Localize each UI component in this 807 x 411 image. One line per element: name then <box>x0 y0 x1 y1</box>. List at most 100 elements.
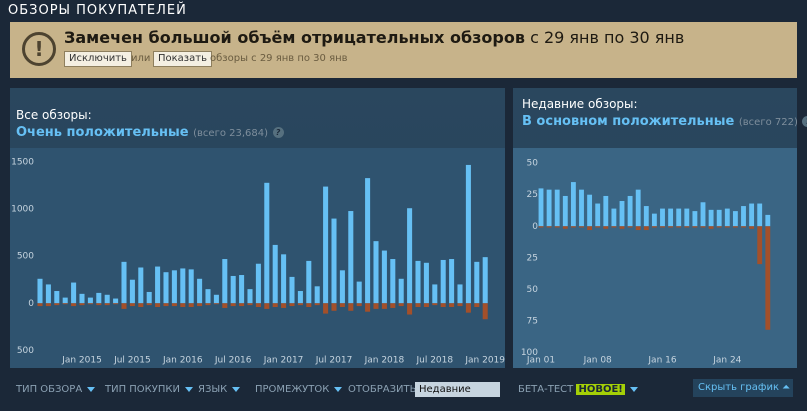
bar <box>255 263 261 304</box>
bar <box>272 244 278 304</box>
bar <box>247 289 253 304</box>
x-tick-label: Jan 2016 <box>162 356 203 366</box>
bar <box>138 267 144 304</box>
display-select[interactable]: Недавние <box>415 382 500 397</box>
bar <box>339 303 345 308</box>
section-title: ОБЗОРЫ ПОКУПАТЕЛЕЙ <box>8 3 187 18</box>
bar <box>289 276 295 304</box>
beta-label: БЕТА-ТЕСТ <box>518 384 574 395</box>
bar <box>603 226 609 229</box>
x-tick-label: Jul 2018 <box>415 356 453 366</box>
bar <box>71 282 77 304</box>
bar <box>700 202 706 227</box>
bar <box>562 226 568 229</box>
exclude-button[interactable]: Исключить <box>64 51 132 67</box>
x-tick-label: Jan 16 <box>647 356 676 366</box>
rating-total: (всего 722) <box>738 117 798 128</box>
bar <box>474 303 480 308</box>
y-tick-label: 75 <box>527 316 538 326</box>
bar <box>323 186 329 304</box>
bar <box>700 226 706 228</box>
y-tick-label: 500 <box>17 346 34 356</box>
bar <box>635 189 641 227</box>
bar <box>627 195 633 227</box>
alert-box: ! Замечен большой объём отрицательных об… <box>10 22 797 78</box>
bar <box>188 303 194 308</box>
bar <box>724 208 730 227</box>
bar <box>538 226 544 228</box>
bar <box>365 178 371 304</box>
bar <box>146 291 152 304</box>
bar <box>676 208 682 227</box>
bar <box>398 278 404 304</box>
y-tick-label: 1500 <box>11 158 34 168</box>
hide-graph-text: Скрыть график <box>698 382 779 393</box>
alert-headline: Замечен большой объём отрицательных обзо… <box>64 28 525 47</box>
new-badge: НОВОЕ! <box>576 384 625 395</box>
y-tick-label: 25 <box>527 253 538 263</box>
or-text: или <box>131 53 151 64</box>
all-reviews-chart: 1500 1000 500 0 500 Jan 2015 Jul 2015 Jan 2016 J… <box>10 148 505 368</box>
bar <box>643 226 649 231</box>
bar <box>272 303 278 308</box>
bar <box>587 226 593 231</box>
bar <box>741 226 746 228</box>
bar <box>281 254 287 304</box>
bar <box>222 259 228 304</box>
help-icon[interactable]: ? <box>802 116 807 127</box>
bar <box>449 303 455 308</box>
purchase-type-filter[interactable]: ТИП ПОКУПКИ <box>105 384 193 395</box>
bar <box>741 206 746 227</box>
x-tick-label: Jan 24 <box>712 356 741 366</box>
bar <box>415 303 421 308</box>
bar <box>180 303 186 308</box>
bar <box>314 303 320 306</box>
x-tick-label: Jan 01 <box>526 356 555 366</box>
show-button[interactable]: Показать <box>153 51 212 67</box>
bar <box>381 250 387 304</box>
bar <box>474 261 480 304</box>
bar <box>163 303 169 307</box>
bar <box>365 303 371 312</box>
bar <box>62 297 68 304</box>
bar <box>230 275 236 304</box>
alert-text: Замечен большой объём отрицательных обзо… <box>64 28 684 47</box>
x-tick-label: Jul 2016 <box>214 356 252 366</box>
bar <box>546 226 552 228</box>
bar <box>87 303 93 305</box>
language-filter[interactable]: ЯЗЫК <box>198 384 240 395</box>
bar <box>163 272 169 304</box>
bar <box>570 226 576 228</box>
bar <box>113 303 119 305</box>
beta-filter[interactable]: БЕТА-ТЕСТ НОВОЕ! <box>518 384 638 395</box>
bar <box>222 303 228 308</box>
bar <box>281 303 287 308</box>
bar <box>79 293 85 304</box>
bar <box>757 203 763 227</box>
y-tick-label: 0 <box>28 299 34 309</box>
plot-background <box>10 148 505 368</box>
bar <box>708 226 714 229</box>
bar <box>668 208 674 227</box>
hide-graph-button[interactable]: Скрыть график ⏶ <box>693 379 793 397</box>
review-type-filter[interactable]: ТИП ОБЗОРА <box>16 384 95 395</box>
help-icon[interactable]: ? <box>272 127 284 138</box>
bar <box>627 226 633 228</box>
bar <box>323 303 329 314</box>
bar <box>62 303 68 305</box>
bar <box>180 268 186 304</box>
bar <box>197 278 203 304</box>
bar <box>611 208 617 227</box>
bar <box>668 226 674 228</box>
date-range-filter[interactable]: ПРОМЕЖУТОК <box>255 384 342 395</box>
bar <box>676 226 682 228</box>
bar <box>765 226 771 330</box>
bar <box>129 279 135 304</box>
plot-background <box>513 148 797 368</box>
bar <box>373 241 379 304</box>
bar <box>54 291 60 304</box>
bar <box>538 188 544 227</box>
bar <box>415 260 421 304</box>
bar <box>587 194 593 227</box>
bar <box>692 211 698 227</box>
